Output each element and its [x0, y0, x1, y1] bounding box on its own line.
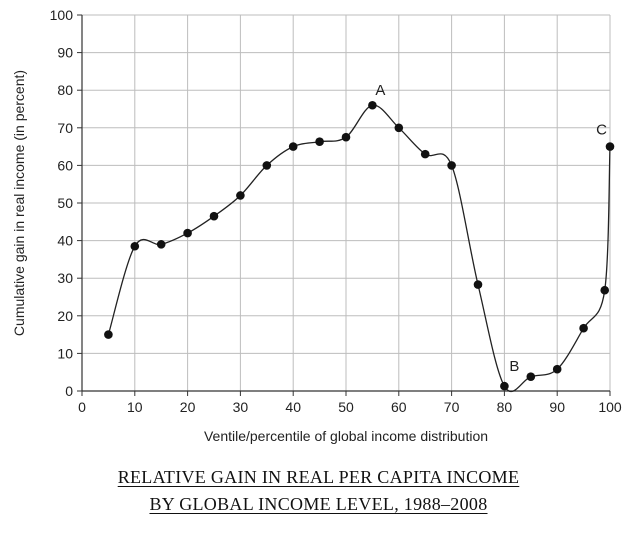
annotation-label: B — [509, 358, 519, 375]
data-point — [262, 161, 272, 170]
caption-line-2: BY GLOBAL INCOME LEVEL, 1988–2008 — [149, 494, 488, 514]
x-tick-label: 50 — [338, 399, 354, 415]
data-point — [236, 191, 245, 200]
data-point — [315, 137, 324, 147]
data-point — [447, 161, 456, 170]
y-tick-label: 60 — [57, 157, 73, 173]
data-point — [368, 100, 377, 110]
caption-line-1: RELATIVE GAIN IN REAL PER CAPITA INCOME — [117, 467, 520, 487]
x-tick-label: 90 — [549, 399, 565, 415]
x-tick-label: 80 — [497, 399, 513, 415]
data-point — [552, 364, 562, 374]
data-point — [500, 381, 509, 391]
y-tick-label: 0 — [65, 383, 73, 399]
data-point — [341, 132, 351, 142]
data-point — [104, 330, 113, 339]
annotation-label: A — [375, 82, 385, 99]
y-tick-label: 30 — [57, 270, 73, 286]
data-point — [605, 142, 615, 151]
y-tick-label: 50 — [57, 195, 73, 211]
data-point — [130, 241, 140, 251]
data-point — [526, 372, 536, 382]
y-tick-label: 90 — [57, 45, 73, 61]
data-point — [209, 211, 219, 221]
data-point — [156, 240, 166, 249]
x-tick-label: 40 — [285, 399, 301, 415]
annotation-label: C — [596, 122, 607, 139]
y-tick-label: 10 — [57, 345, 73, 361]
x-tick-label: 30 — [233, 399, 249, 415]
data-point — [183, 228, 192, 238]
x-tick-label: 0 — [78, 399, 86, 415]
series-line — [107, 104, 611, 393]
y-tick-label: 20 — [57, 308, 73, 324]
chart: 0 10 20 30 40 50 60 70 80 90 100 0 10 20 30 40 50 60 70 80 9… — [11, 7, 622, 444]
data-point — [579, 323, 588, 333]
data-point — [600, 285, 610, 295]
y-axis-label: Cumulative gain in real income (in perce… — [11, 70, 27, 336]
x-tick-label: 60 — [391, 399, 407, 415]
data-point — [394, 123, 404, 133]
x-tick-label: 10 — [127, 399, 143, 415]
x-tick-label: 70 — [444, 399, 460, 415]
y-tick-label: 80 — [57, 82, 73, 98]
y-tick-label: 70 — [57, 120, 73, 136]
tick-labels: 0 10 20 30 40 50 60 70 80 90 100 0 10 20 30 40 50 60 70 80 9… — [50, 7, 622, 415]
x-tick-label: 100 — [598, 399, 622, 415]
x-axis-label: Ventile/percentile of global income dist… — [204, 428, 488, 444]
y-tick-label: 100 — [50, 7, 74, 23]
annotations: A B C — [375, 82, 607, 375]
data-point — [473, 280, 483, 289]
x-tick-label: 20 — [180, 399, 196, 415]
data-point — [420, 149, 430, 159]
axes — [77, 14, 611, 396]
data-point — [288, 142, 298, 151]
data-points — [104, 100, 615, 391]
grid — [81, 14, 611, 392]
y-tick-label: 40 — [57, 233, 73, 249]
